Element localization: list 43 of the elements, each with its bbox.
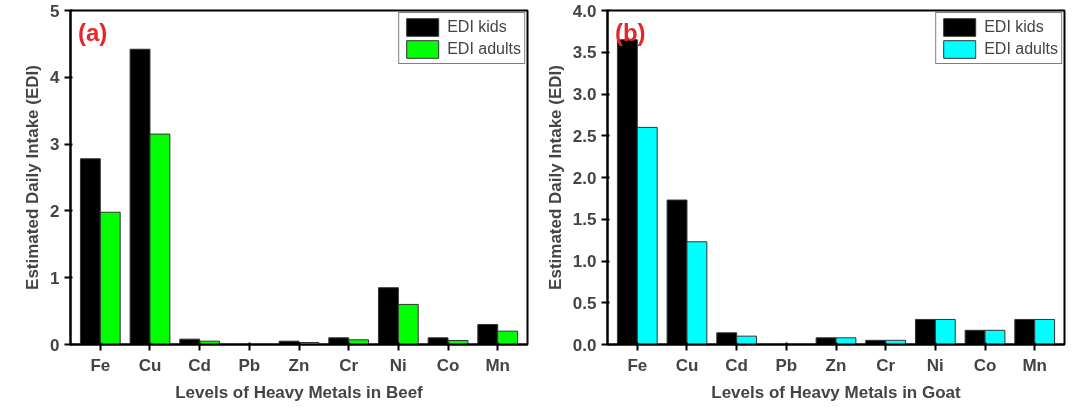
y-tick-label: 1 (50, 268, 60, 288)
x-tick-label: Cr (339, 355, 359, 375)
x-tick-label: Cu (675, 355, 699, 375)
y-tick-label: 0 (50, 335, 60, 355)
y-tick-label: 3.0 (572, 85, 597, 104)
y-tick-label: 5 (50, 1, 60, 21)
x-tick-label: Cr (876, 355, 896, 375)
y-axis-title: Estimated Daily Intake (EDI) (23, 65, 43, 290)
x-tick-label: Co (436, 355, 460, 375)
y-tick-label: 2.0 (572, 168, 597, 188)
x-tick-label: Cu (138, 355, 162, 375)
x-tick-label: Zn (288, 355, 310, 375)
y-tick-label: 4.0 (572, 1, 597, 21)
x-axis-title: Levels of Heavy Metals in Goat (711, 382, 962, 402)
annotation: (b) (614, 18, 646, 46)
x-tick-label: Fe (90, 355, 111, 375)
annotation: (a) (77, 18, 108, 46)
y-tick-label: 2 (50, 201, 60, 221)
x-axis-title: Levels of Heavy Metals in Beef (175, 382, 424, 402)
y-tick-label: 0.5 (572, 293, 597, 313)
y-tick-label: 1.5 (572, 210, 597, 230)
x-tick-label: Mn (485, 355, 510, 375)
x-tick-label: Pb (775, 355, 798, 375)
x-tick-label: Zn (825, 355, 847, 375)
x-tick-label: Pb (238, 355, 261, 375)
y-axis-title: Estimated Daily Intake (EDI) (545, 65, 565, 290)
legend-label: EDI adults (447, 40, 521, 58)
legend-label: EDI kids (984, 18, 1044, 36)
x-tick-label: Cd (725, 355, 748, 375)
legend-label: EDI adults (984, 40, 1058, 58)
x-tick-label: Fe (627, 355, 648, 375)
x-tick-label: Ni (389, 355, 407, 375)
y-tick-label: 4 (50, 68, 61, 88)
x-tick-label: Co (973, 355, 997, 375)
y-tick-label: 3.5 (572, 43, 597, 63)
x-tick-label: Ni (926, 355, 944, 375)
y-tick-label: 2.5 (572, 126, 597, 146)
y-tick-label: 1.0 (572, 252, 597, 271)
y-tick-label: 3 (50, 135, 60, 155)
x-tick-label: Mn (1022, 355, 1047, 375)
x-tick-label: Cd (188, 355, 211, 375)
legend-label: EDI kids (447, 18, 507, 36)
y-tick-label: 0.0 (572, 335, 597, 355)
